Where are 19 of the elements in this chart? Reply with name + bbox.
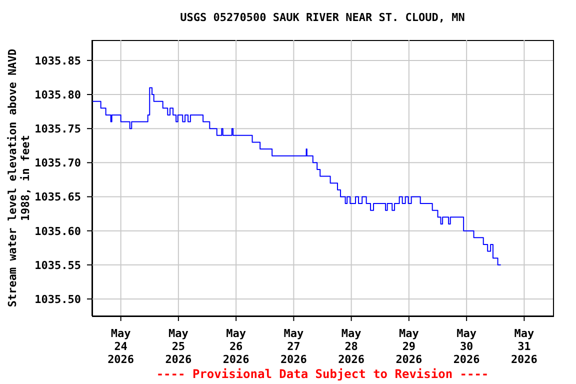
- y-tick-label: 1035.50: [34, 292, 81, 306]
- x-tick-label: May 25 2026: [165, 327, 192, 366]
- x-tick-label: May 24 2026: [108, 327, 134, 366]
- y-tick-label: 1035.70: [34, 156, 81, 170]
- y-tick-label: 1035.80: [34, 88, 81, 102]
- y-axis-title: Stream water level elevation above NAVD 1988, in feet: [6, 48, 32, 308]
- y-tick-label: 1035.85: [34, 54, 81, 68]
- x-tick-label: May 31 2026: [510, 327, 538, 366]
- x-tick-label: May 26 2026: [222, 327, 250, 366]
- y-tick-label: 1035.55: [34, 258, 81, 272]
- y-tick-label: 1035.65: [34, 190, 81, 204]
- text: ---- Provisional Data Subject to Revision ----: [155, 367, 490, 381]
- x-tick-label: May 28 2026: [338, 327, 365, 366]
- x-tick-label: May 29 2026: [396, 327, 423, 366]
- x-tick-label: May 27 2026: [280, 327, 308, 366]
- y-tick-label: 1035.60: [34, 224, 81, 238]
- chart-title: USGS 05270500 SAUK RIVER NEAR ST. CLOUD, MN: [179, 11, 466, 24]
- y-tick-label: 1035.75: [34, 122, 81, 136]
- x-tick-label: May 30 2026: [453, 327, 480, 366]
